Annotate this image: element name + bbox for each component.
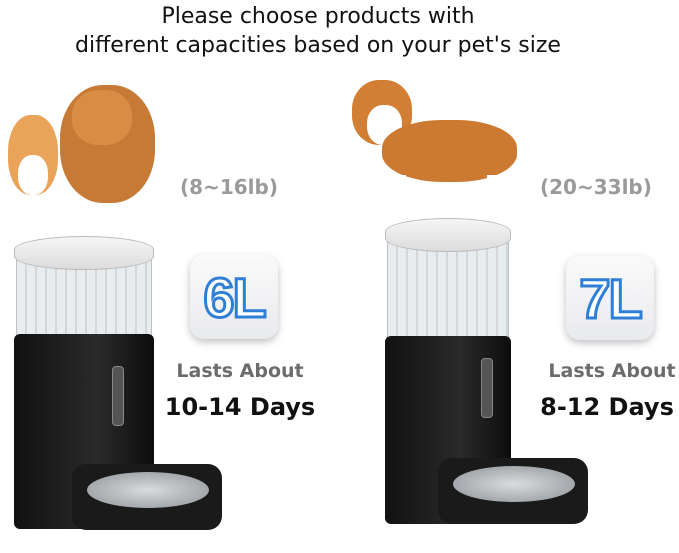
corgi-image <box>352 80 517 202</box>
large-weight-range: (20~33lb) <box>540 175 652 199</box>
small-capacity-badge: 6L <box>190 255 278 339</box>
cat-and-dog-image <box>0 85 160 205</box>
small-lasts-label: Lasts About <box>176 360 304 382</box>
large-feeder-image <box>383 218 593 528</box>
title-line-2: different capacities based on your pet's… <box>75 33 561 58</box>
title-line-1: Please choose products with <box>161 4 475 29</box>
large-capacity-badge: 7L <box>566 256 654 340</box>
large-days: 8-12 Days <box>540 393 674 421</box>
large-lasts-label: Lasts About <box>548 360 676 382</box>
small-weight-range: (8~16lb) <box>180 175 278 199</box>
small-feeder-image <box>12 236 222 532</box>
small-days: 10-14 Days <box>164 393 316 421</box>
